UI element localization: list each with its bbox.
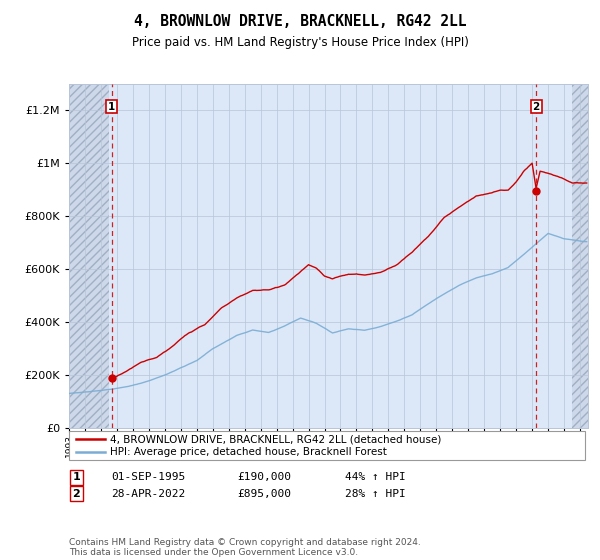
Text: 1: 1: [73, 472, 80, 482]
Text: 2: 2: [532, 101, 540, 111]
Text: Price paid vs. HM Land Registry's House Price Index (HPI): Price paid vs. HM Land Registry's House …: [131, 36, 469, 49]
Text: 2: 2: [73, 489, 80, 499]
Text: £895,000: £895,000: [237, 489, 291, 499]
Bar: [572, 84, 588, 428]
Text: 4, BROWNLOW DRIVE, BRACKNELL, RG42 2LL: 4, BROWNLOW DRIVE, BRACKNELL, RG42 2LL: [134, 14, 466, 29]
Text: Contains HM Land Registry data © Crown copyright and database right 2024.
This d: Contains HM Land Registry data © Crown c…: [69, 538, 421, 557]
Text: 44% ↑ HPI: 44% ↑ HPI: [345, 472, 406, 482]
Text: 1: 1: [108, 101, 115, 111]
Text: 4, BROWNLOW DRIVE, BRACKNELL, RG42 2LL (detached house): 4, BROWNLOW DRIVE, BRACKNELL, RG42 2LL (…: [110, 435, 441, 444]
Text: 28% ↑ HPI: 28% ↑ HPI: [345, 489, 406, 499]
Bar: [69, 84, 109, 428]
Bar: [572, 84, 588, 428]
Text: HPI: Average price, detached house, Bracknell Forest: HPI: Average price, detached house, Brac…: [110, 447, 386, 457]
Text: 01-SEP-1995: 01-SEP-1995: [111, 472, 185, 482]
Text: 28-APR-2022: 28-APR-2022: [111, 489, 185, 499]
Text: £190,000: £190,000: [237, 472, 291, 482]
Bar: [69, 84, 109, 428]
